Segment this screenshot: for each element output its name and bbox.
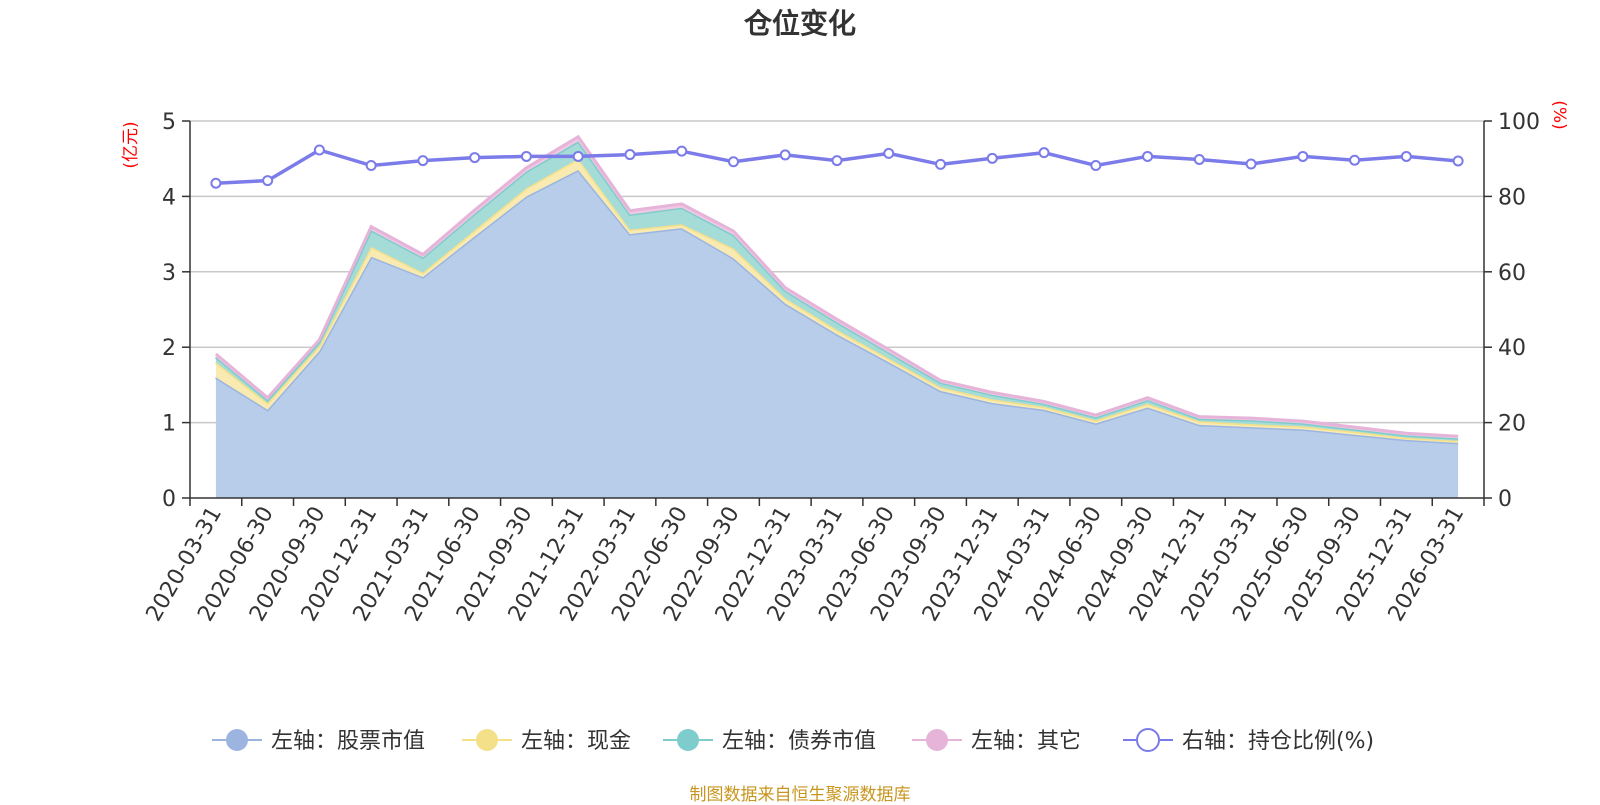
ratio-point-12 (831, 155, 843, 167)
right-tick-label-4: 80 (1498, 185, 1526, 210)
ratio-line (215, 148, 1459, 185)
ratio-point-7 (572, 150, 584, 162)
right-tick-label-1: 20 (1498, 412, 1526, 437)
ratio-point-21 (1297, 150, 1309, 162)
ratio-point-22 (1349, 154, 1361, 166)
ratio-point-2 (313, 144, 325, 156)
ratio-point-23 (1400, 150, 1412, 162)
chart-title: 仓位变化 (743, 7, 856, 40)
ratio-point-0 (210, 177, 222, 189)
ratio-point-17 (1090, 159, 1102, 171)
ratio-point-15 (986, 152, 998, 164)
ratio-point-18 (1142, 150, 1154, 162)
left-tick-label-2: 2 (162, 336, 176, 361)
right-tick-label-3: 60 (1498, 261, 1526, 286)
legend-swatch-dot-0 (226, 729, 248, 751)
legend-swatch-dot-2 (677, 729, 699, 751)
ratio-point-11 (779, 149, 791, 161)
ratio-line-series (210, 144, 1464, 189)
legend: 左轴：股票市值 左轴：现金 左轴：债券市值 左轴：其它 右轴：持仓比例(%) (212, 728, 1374, 754)
legend-swatch-dot-3 (926, 729, 948, 751)
ratio-point-8 (624, 149, 636, 161)
area-band-0 (215, 170, 1459, 498)
ratio-point-13 (883, 147, 895, 159)
ratio-point-1 (262, 175, 274, 187)
ratio-point-9 (676, 145, 688, 157)
ratio-point-6 (520, 150, 532, 162)
legend-label-3: 左轴：其它 (971, 729, 1081, 754)
right-tick-label-5: 100 (1498, 110, 1540, 135)
ratio-point-16 (1038, 147, 1050, 159)
left-axis-unit: (亿元) (121, 121, 141, 168)
legend-label-0: 左轴：股票市值 (271, 729, 425, 754)
legend-label-2: 左轴：债券市值 (722, 729, 876, 754)
left-tick-label-5: 5 (162, 110, 176, 135)
left-tick-label-0: 0 (162, 487, 176, 512)
ratio-point-14 (935, 158, 947, 170)
ratio-point-4 (417, 155, 429, 167)
right-axis-unit: (%) (1549, 100, 1569, 129)
ratio-point-3 (365, 159, 377, 171)
ratio-point-10 (727, 156, 739, 168)
right-tick-label-2: 40 (1498, 336, 1526, 361)
data-source-note: 制图数据来自恒生聚源数据库 (689, 785, 911, 805)
stacked-areas (214, 134, 1459, 498)
left-tick-label-1: 1 (162, 412, 176, 437)
legend-label-1: 左轴：现金 (521, 729, 631, 754)
area-edge-3 (214, 134, 1459, 438)
legend-swatch-dot-1 (476, 729, 498, 751)
left-tick-label-4: 4 (162, 185, 176, 210)
ratio-point-5 (469, 152, 481, 164)
right-tick-label-0: 0 (1498, 487, 1512, 512)
ratio-point-20 (1245, 158, 1257, 170)
ratio-point-24 (1452, 155, 1464, 167)
left-tick-label-3: 3 (162, 261, 176, 286)
ratio-point-19 (1193, 153, 1205, 165)
legend-swatch-dot-4 (1136, 728, 1160, 752)
legend-label-4: 右轴：持仓比例(%) (1182, 729, 1374, 754)
